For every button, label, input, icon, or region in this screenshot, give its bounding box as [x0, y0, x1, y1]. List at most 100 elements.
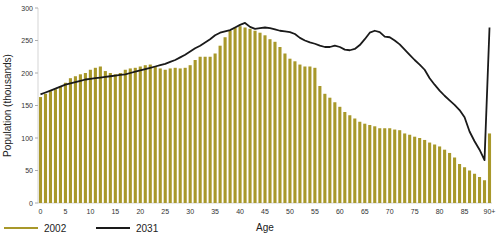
x-tick-label: 80 — [436, 208, 444, 215]
x-tick-label: 85 — [461, 208, 469, 215]
bar — [438, 146, 441, 203]
y-tick — [35, 170, 38, 171]
bar — [283, 54, 286, 204]
bar — [104, 71, 107, 203]
bar — [423, 140, 426, 203]
x-tick-label: 45 — [261, 208, 269, 215]
bar — [408, 135, 411, 203]
bar — [253, 31, 256, 203]
x-tick-label: 15 — [111, 208, 119, 215]
bar — [119, 73, 122, 203]
bar — [69, 78, 72, 203]
bar — [248, 29, 251, 203]
bar — [463, 167, 466, 203]
x-tick-label: 35 — [211, 208, 219, 215]
bar — [478, 177, 481, 203]
x-tick-label: 70 — [386, 208, 394, 215]
bar — [64, 83, 67, 203]
bar — [363, 124, 366, 203]
bar — [308, 67, 311, 204]
bar — [453, 158, 456, 204]
legend-swatch — [4, 227, 38, 229]
bar — [239, 26, 242, 203]
bar — [298, 65, 301, 203]
bar — [49, 91, 52, 203]
bar — [393, 130, 396, 203]
bar — [169, 68, 172, 203]
bar — [388, 128, 391, 203]
y-axis — [38, 8, 39, 203]
bar — [54, 89, 57, 203]
bar — [323, 94, 326, 203]
bar — [373, 126, 376, 203]
bar — [44, 94, 47, 203]
bar — [358, 122, 361, 203]
bar — [89, 70, 92, 203]
bar — [204, 57, 207, 203]
bar — [418, 138, 421, 203]
bar — [293, 61, 296, 203]
bar — [179, 68, 182, 203]
bar — [114, 74, 117, 203]
legend-label: 2002 — [44, 223, 67, 234]
x-tick-label: 90+ — [484, 208, 496, 215]
line — [40, 23, 489, 160]
bar — [109, 73, 112, 203]
y-tick — [35, 105, 38, 106]
bar — [448, 153, 451, 203]
bar — [74, 76, 77, 203]
bar — [243, 28, 246, 204]
y-axis-label: Population (thousands) — [2, 54, 13, 157]
bar — [59, 86, 62, 203]
bar — [268, 39, 271, 203]
bar — [139, 67, 142, 204]
legend-swatch — [96, 227, 130, 229]
bar — [488, 133, 491, 203]
bar — [154, 67, 157, 204]
bar — [219, 46, 222, 203]
bar — [303, 67, 306, 204]
bar — [209, 57, 212, 203]
bar — [353, 119, 356, 204]
bar — [99, 67, 102, 204]
bar — [288, 59, 291, 203]
y-tick — [35, 8, 38, 9]
bar — [318, 86, 321, 203]
x-tick-label: 55 — [311, 208, 319, 215]
bar — [333, 102, 336, 203]
y-tick-label: 100 — [21, 135, 33, 142]
bar — [258, 33, 261, 203]
x-tick-label: 0 — [39, 208, 43, 215]
bar — [313, 68, 316, 203]
x-tick-label: 20 — [136, 208, 144, 215]
bar — [263, 35, 266, 203]
bar — [84, 73, 87, 203]
x-tick-label: 25 — [161, 208, 169, 215]
bar — [403, 133, 406, 203]
y-tick-label: 250 — [21, 37, 33, 44]
bar — [144, 65, 147, 203]
bar — [273, 42, 276, 203]
bar — [134, 68, 137, 203]
y-tick-label: 150 — [21, 102, 33, 109]
bar — [194, 60, 197, 203]
bar — [413, 137, 416, 203]
bar — [159, 68, 162, 203]
x-tick-label: 10 — [86, 208, 94, 215]
bar — [443, 150, 446, 203]
y-tick — [35, 40, 38, 41]
x-axis-label: Age — [256, 222, 274, 233]
x-tick-label: 65 — [361, 208, 369, 215]
bar — [129, 68, 132, 203]
bar — [234, 28, 237, 204]
x-tick-label: 60 — [336, 208, 344, 215]
plot-area — [39, 23, 491, 203]
bar — [94, 68, 97, 203]
bar — [199, 57, 202, 203]
bar — [149, 65, 152, 203]
bar — [278, 47, 281, 203]
bar — [483, 180, 486, 203]
y-tick — [35, 138, 38, 139]
x-tick-label: 40 — [236, 208, 244, 215]
bar — [338, 107, 341, 203]
